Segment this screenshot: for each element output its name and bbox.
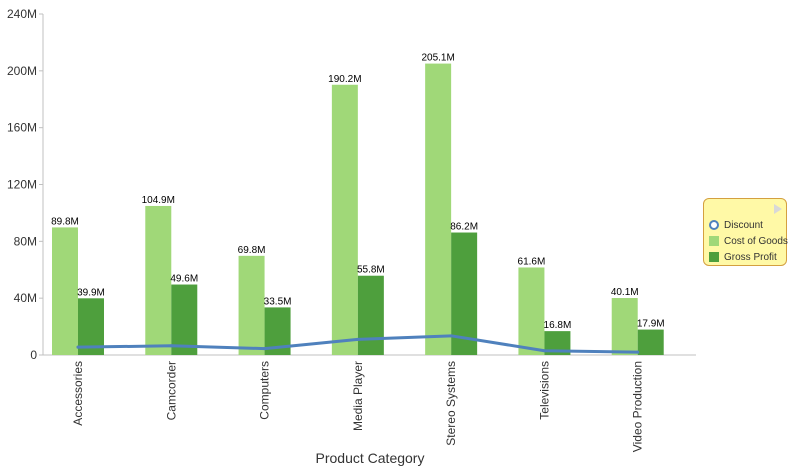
legend-label-gross-profit: Gross Profit bbox=[724, 251, 777, 263]
bar-gross-profit-video-production[interactable] bbox=[637, 329, 664, 355]
point-discount-camcorder[interactable] bbox=[169, 344, 173, 348]
x-tick-label-accessories: Accessories bbox=[71, 361, 85, 426]
data-label-gross-profit-accessories: 39.9M bbox=[77, 287, 105, 298]
x-tick-label-media-player: Media Player bbox=[351, 361, 365, 431]
data-label-cost-of-goods-accessories: 89.8M bbox=[51, 216, 79, 227]
data-label-gross-profit-televisions: 16.8M bbox=[544, 320, 572, 331]
legend-expand-arrow-icon[interactable] bbox=[774, 204, 782, 214]
x-tick-label-computers: Computers bbox=[258, 361, 272, 420]
legend-item-gross-profit[interactable]: Gross Profit bbox=[709, 250, 777, 264]
point-discount-video-production[interactable] bbox=[636, 350, 640, 354]
legend-swatch-cost-of-goods bbox=[709, 236, 719, 246]
legend[interactable]: Discount Cost of Goods Gross Profit bbox=[703, 198, 788, 266]
data-label-cost-of-goods-computers: 69.8M bbox=[238, 245, 266, 256]
data-label-gross-profit-video-production: 17.9M bbox=[637, 319, 665, 330]
y-axis: 0 40M 80M 120M 160M 200M 240M bbox=[7, 7, 44, 362]
point-discount-accessories[interactable] bbox=[76, 345, 80, 349]
legend-swatch-gross-profit bbox=[709, 252, 719, 262]
bar-gross-profit-media-player[interactable] bbox=[357, 275, 384, 355]
point-discount-stereo-systems[interactable] bbox=[449, 334, 453, 338]
data-label-cost-of-goods-stereo-systems: 205.1M bbox=[421, 53, 454, 64]
legend-swatch-discount bbox=[709, 220, 719, 230]
point-discount-televisions[interactable] bbox=[542, 349, 546, 353]
bar-gross-profit-camcorder[interactable] bbox=[171, 284, 198, 355]
data-label-gross-profit-computers: 33.5M bbox=[264, 296, 292, 307]
x-tick-label-televisions: Televisions bbox=[537, 361, 551, 420]
data-label-gross-profit-camcorder: 49.6M bbox=[170, 274, 198, 285]
y-tick-label: 240M bbox=[7, 7, 37, 21]
line-series-group bbox=[76, 334, 640, 354]
x-tick-label-camcorder: Camcorder bbox=[164, 361, 178, 420]
data-labels-group: 89.8M 104.9M 69.8M 190.2M 205.1M 61.6M 40.1M 39… bbox=[51, 53, 665, 332]
y-tick-label: 160M bbox=[7, 121, 37, 135]
data-label-gross-profit-stereo-systems: 86.2M bbox=[450, 222, 478, 233]
bar-cost-of-goods-televisions[interactable] bbox=[518, 267, 545, 355]
y-tick-label: 40M bbox=[14, 291, 37, 305]
data-label-cost-of-goods-televisions: 61.6M bbox=[518, 256, 546, 267]
x-tick-label-stereo-systems: Stereo Systems bbox=[444, 361, 458, 446]
bar-cost-of-goods-video-production[interactable] bbox=[611, 298, 638, 355]
bar-cost-of-goods-stereo-systems[interactable] bbox=[425, 63, 452, 355]
bar-cost-of-goods-media-player[interactable] bbox=[331, 84, 358, 355]
legend-label-cost-of-goods: Cost of Goods bbox=[724, 235, 788, 247]
y-tick-label: 200M bbox=[7, 64, 37, 78]
x-axis-title: Product Category bbox=[316, 450, 425, 466]
data-label-cost-of-goods-media-player: 190.2M bbox=[328, 74, 361, 85]
y-tick-label: 120M bbox=[7, 178, 37, 192]
x-tick-label-video-production: Video Production bbox=[631, 361, 645, 452]
legend-item-cost-of-goods[interactable]: Cost of Goods bbox=[709, 234, 788, 248]
legend-label-discount: Discount bbox=[724, 219, 763, 231]
y-tick-label: 0 bbox=[30, 348, 37, 362]
bar-series-group bbox=[52, 63, 664, 355]
bar-cost-of-goods-accessories[interactable] bbox=[52, 227, 78, 355]
data-label-gross-profit-media-player: 55.8M bbox=[357, 265, 385, 276]
x-axis: Accessories Camcorder Computers Media Playe… bbox=[43, 354, 696, 452]
bar-gross-profit-stereo-systems[interactable] bbox=[451, 232, 478, 355]
point-discount-computers[interactable] bbox=[263, 347, 267, 351]
data-label-cost-of-goods-video-production: 40.1M bbox=[611, 287, 639, 298]
point-discount-media-player[interactable] bbox=[356, 337, 360, 341]
bar-cost-of-goods-camcorder[interactable] bbox=[145, 205, 172, 355]
bar-gross-profit-televisions[interactable] bbox=[544, 331, 571, 355]
data-label-cost-of-goods-camcorder: 104.9M bbox=[142, 195, 175, 206]
legend-item-discount[interactable]: Discount bbox=[709, 218, 763, 232]
y-tick-label: 80M bbox=[14, 234, 37, 248]
bar-cost-of-goods-computers[interactable] bbox=[238, 255, 265, 355]
